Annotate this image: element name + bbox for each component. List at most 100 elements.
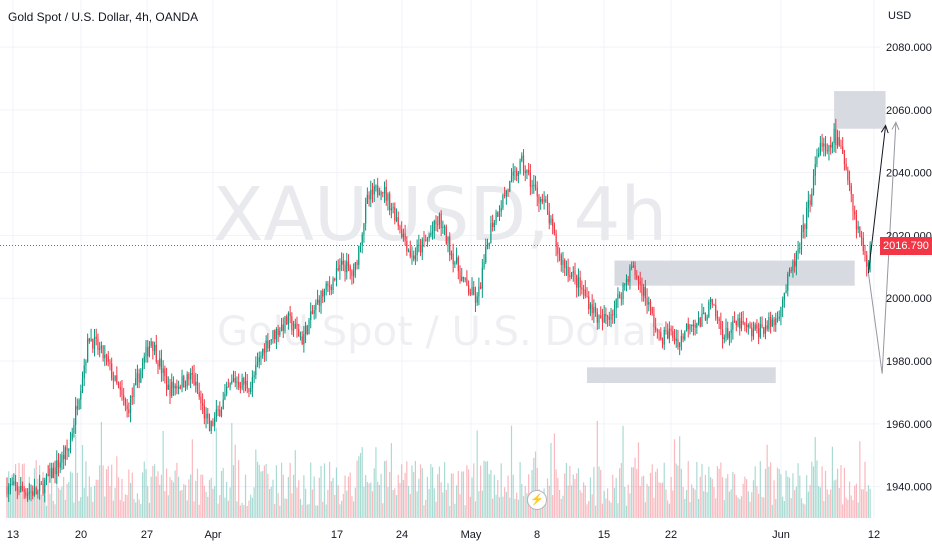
candle-body[interactable] bbox=[727, 328, 729, 339]
candle-body[interactable] bbox=[771, 319, 773, 327]
supply-demand-zone[interactable] bbox=[834, 91, 886, 129]
candle-body[interactable] bbox=[689, 324, 691, 330]
candle-body[interactable] bbox=[304, 325, 307, 334]
candle-body[interactable] bbox=[634, 265, 636, 276]
candle-body[interactable] bbox=[433, 220, 435, 231]
candle-body[interactable] bbox=[555, 233, 557, 247]
candle-body[interactable] bbox=[562, 259, 564, 265]
candle-body[interactable] bbox=[425, 240, 427, 242]
candle-body[interactable] bbox=[274, 330, 276, 340]
candle-body[interactable] bbox=[806, 208, 808, 229]
candle-body[interactable] bbox=[378, 194, 380, 196]
candle-body[interactable] bbox=[365, 203, 367, 224]
candle-body[interactable] bbox=[492, 222, 494, 228]
candle-body[interactable] bbox=[371, 189, 374, 195]
candle-body[interactable] bbox=[627, 279, 629, 282]
candle-body[interactable] bbox=[121, 389, 123, 396]
candle-body[interactable] bbox=[824, 143, 827, 151]
candle-body[interactable] bbox=[342, 260, 344, 265]
candle-body[interactable] bbox=[812, 175, 815, 194]
candle-body[interactable] bbox=[351, 270, 353, 277]
candle-body[interactable] bbox=[552, 218, 554, 227]
candle-body[interactable] bbox=[715, 304, 717, 317]
candle-body[interactable] bbox=[231, 380, 233, 384]
candle-body[interactable] bbox=[586, 295, 588, 297]
candle-body[interactable] bbox=[735, 321, 737, 326]
candle-body[interactable] bbox=[631, 266, 633, 268]
candle-body[interactable] bbox=[651, 307, 653, 314]
candle-body[interactable] bbox=[668, 328, 670, 339]
candle-body[interactable] bbox=[758, 328, 760, 338]
candle-body[interactable] bbox=[299, 336, 302, 338]
candle-body[interactable] bbox=[816, 156, 818, 165]
candle-body[interactable] bbox=[81, 378, 84, 391]
candle-body[interactable] bbox=[356, 261, 358, 265]
candle-body[interactable] bbox=[198, 392, 200, 397]
candle-body[interactable] bbox=[152, 341, 154, 352]
candle-body[interactable] bbox=[330, 286, 332, 290]
candle-body[interactable] bbox=[529, 173, 531, 187]
candle-body[interactable] bbox=[751, 327, 753, 337]
candle-body[interactable] bbox=[83, 365, 85, 379]
candle-body[interactable] bbox=[28, 491, 30, 494]
candle-body[interactable] bbox=[610, 314, 612, 320]
candle-body[interactable] bbox=[667, 331, 669, 339]
candle-body[interactable] bbox=[502, 195, 504, 208]
candle-body[interactable] bbox=[323, 289, 326, 297]
candle-body[interactable] bbox=[516, 170, 518, 176]
candle-body[interactable] bbox=[787, 273, 789, 291]
candle-body[interactable] bbox=[437, 224, 439, 226]
candle-body[interactable] bbox=[613, 308, 616, 315]
candle-body[interactable] bbox=[14, 481, 17, 486]
candle-body[interactable] bbox=[845, 164, 847, 170]
candle-body[interactable] bbox=[42, 483, 44, 494]
candle-body[interactable] bbox=[406, 240, 408, 252]
candle-body[interactable] bbox=[790, 269, 792, 271]
candle-body[interactable] bbox=[382, 192, 384, 194]
candle-body[interactable] bbox=[57, 460, 60, 468]
candle-body[interactable] bbox=[697, 317, 700, 324]
candle-body[interactable] bbox=[655, 326, 657, 330]
candle-body[interactable] bbox=[26, 493, 29, 496]
candle-body[interactable] bbox=[93, 336, 96, 349]
candle-body[interactable] bbox=[277, 329, 279, 336]
candle-body[interactable] bbox=[47, 474, 49, 477]
candle-body[interactable] bbox=[747, 324, 749, 328]
candle-body[interactable] bbox=[186, 374, 188, 387]
candle-body[interactable] bbox=[457, 257, 459, 272]
candle-body[interactable] bbox=[455, 257, 458, 263]
candle-body[interactable] bbox=[363, 223, 365, 235]
candle-body[interactable] bbox=[752, 329, 755, 337]
candle-body[interactable] bbox=[792, 261, 794, 271]
candle-body[interactable] bbox=[540, 199, 542, 203]
candle-body[interactable] bbox=[450, 253, 453, 256]
candle-body[interactable] bbox=[308, 319, 310, 335]
candle-body[interactable] bbox=[742, 320, 744, 324]
candle-body[interactable] bbox=[37, 490, 39, 494]
candle-body[interactable] bbox=[262, 348, 264, 356]
candle-body[interactable] bbox=[136, 373, 139, 379]
candle-body[interactable] bbox=[557, 246, 559, 255]
candle-body[interactable] bbox=[443, 226, 446, 228]
candle-body[interactable] bbox=[368, 194, 370, 200]
candle-body[interactable] bbox=[593, 306, 595, 314]
candle-body[interactable] bbox=[692, 324, 694, 327]
candle-body[interactable] bbox=[311, 311, 314, 314]
candle-body[interactable] bbox=[246, 380, 248, 389]
candle-body[interactable] bbox=[78, 399, 80, 410]
candle-body[interactable] bbox=[507, 190, 509, 192]
candle-body[interactable] bbox=[531, 185, 533, 187]
candle-body[interactable] bbox=[431, 230, 434, 234]
candle-body[interactable] bbox=[135, 378, 137, 386]
candle-body[interactable] bbox=[133, 385, 135, 397]
candle-body[interactable] bbox=[770, 316, 772, 327]
candle-body[interactable] bbox=[807, 200, 809, 209]
candle-body[interactable] bbox=[248, 388, 250, 392]
candle-body[interactable] bbox=[533, 184, 535, 186]
candle-body[interactable] bbox=[804, 224, 806, 229]
candle-body[interactable] bbox=[414, 255, 417, 260]
candle-body[interactable] bbox=[572, 271, 574, 273]
candle-body[interactable] bbox=[184, 386, 187, 388]
candle-body[interactable] bbox=[644, 286, 646, 299]
candle-body[interactable] bbox=[577, 277, 580, 288]
